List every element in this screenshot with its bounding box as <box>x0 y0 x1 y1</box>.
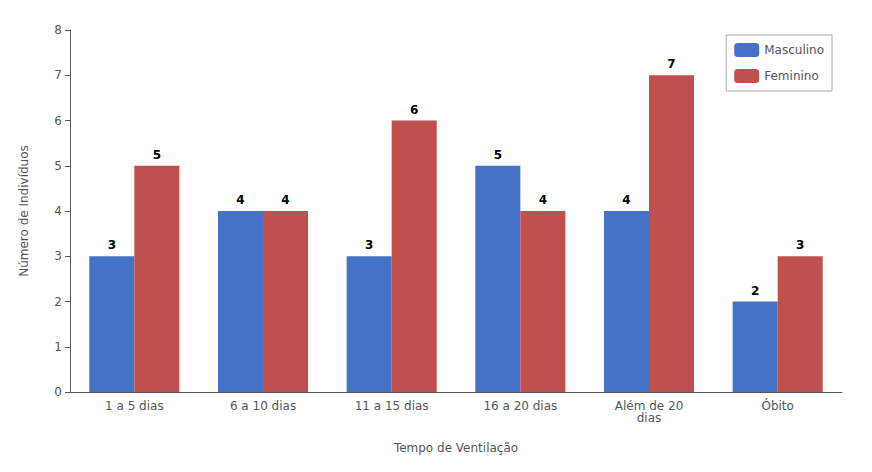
svg-text:1 a 5 dias: 1 a 5 dias <box>105 399 164 413</box>
svg-text:4: 4 <box>539 193 547 207</box>
svg-text:3: 3 <box>365 238 373 252</box>
svg-text:4: 4 <box>236 193 244 207</box>
svg-text:Tempo de Ventilação: Tempo de Ventilação <box>393 441 518 455</box>
svg-text:6: 6 <box>410 103 418 117</box>
svg-text:4: 4 <box>622 193 630 207</box>
svg-text:5: 5 <box>494 148 502 162</box>
svg-text:5: 5 <box>54 159 62 173</box>
svg-text:7: 7 <box>54 68 62 82</box>
svg-text:dias: dias <box>637 411 662 425</box>
svg-text:3: 3 <box>796 238 804 252</box>
svg-text:3: 3 <box>54 249 62 263</box>
svg-text:6: 6 <box>54 114 62 128</box>
svg-text:8: 8 <box>54 23 62 37</box>
svg-text:2: 2 <box>54 295 62 309</box>
svg-text:Feminino: Feminino <box>764 69 819 83</box>
svg-text:7: 7 <box>667 57 675 71</box>
svg-text:4: 4 <box>281 193 289 207</box>
svg-text:4: 4 <box>54 204 62 218</box>
svg-text:Óbito: Óbito <box>761 398 793 413</box>
svg-text:1: 1 <box>54 340 62 354</box>
svg-text:11 a 15 dias: 11 a 15 dias <box>355 399 429 413</box>
svg-text:Número de Indivíduos: Número de Indivíduos <box>17 145 31 277</box>
svg-text:Além de 20: Além de 20 <box>614 399 684 413</box>
svg-text:2: 2 <box>751 284 759 298</box>
svg-text:Masculino: Masculino <box>764 43 824 57</box>
svg-text:3: 3 <box>108 238 116 252</box>
svg-text:6 a 10 dias: 6 a 10 dias <box>230 399 296 413</box>
svg-text:0: 0 <box>54 385 62 399</box>
svg-text:5: 5 <box>153 148 161 162</box>
svg-text:16 a 20 dias: 16 a 20 dias <box>483 399 557 413</box>
